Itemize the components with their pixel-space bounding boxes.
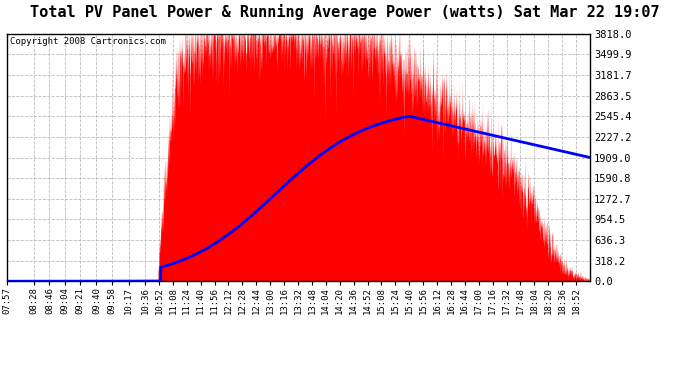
Text: Total PV Panel Power & Running Average Power (watts) Sat Mar 22 19:07: Total PV Panel Power & Running Average P… xyxy=(30,4,660,20)
Text: Copyright 2008 Cartronics.com: Copyright 2008 Cartronics.com xyxy=(10,38,166,46)
